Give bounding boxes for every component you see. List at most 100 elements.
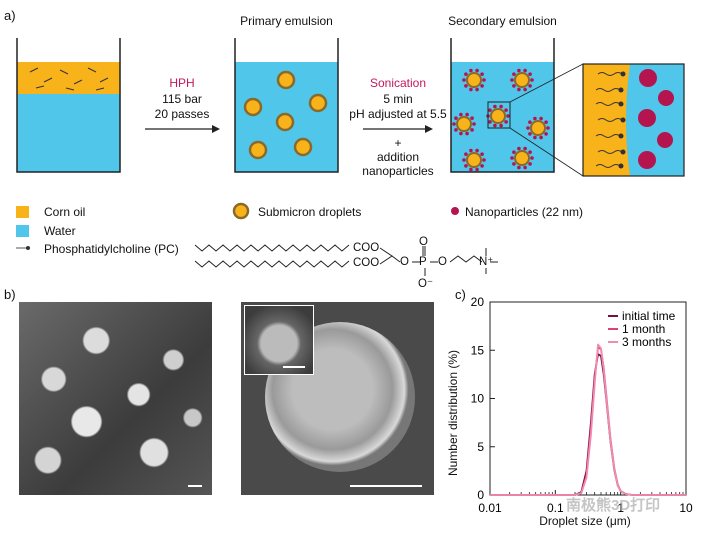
legend-swatch-nanoparticle (451, 207, 459, 215)
sem-image-single-droplet (241, 302, 434, 495)
surface-nanoparticle (462, 78, 466, 82)
legend-swatch-droplet (232, 202, 250, 220)
surface-nanoparticle (539, 135, 543, 140)
series-line-initial-time (490, 353, 686, 496)
surface-nanoparticle (480, 164, 484, 168)
fatty-chain-top (194, 244, 350, 252)
legend-droplets: Submicron droplets (258, 205, 362, 219)
surface-nanoparticle (499, 123, 503, 128)
surface-nanoparticle (506, 114, 510, 118)
coated-droplet (466, 72, 482, 88)
y-axis-label: Number distribution (%) (446, 349, 460, 477)
arrow-step1-head (212, 125, 220, 133)
surface-nanoparticle (510, 78, 514, 82)
x-axis-label: Droplet size (μm) (539, 514, 631, 528)
inset-pc-chains (595, 72, 623, 168)
surface-nanoparticle (510, 156, 514, 160)
surface-nanoparticle (528, 132, 532, 136)
surface-nanoparticle (526, 126, 530, 130)
step1-passes: 20 passes (154, 107, 210, 121)
legend-label: 3 months (622, 335, 671, 349)
surface-nanoparticle (523, 146, 527, 151)
y-tick-label: 10 (471, 392, 485, 406)
surface-nanoparticle (523, 68, 527, 73)
surface-nanoparticle (528, 72, 532, 76)
surface-nanoparticle (544, 132, 548, 136)
legend-label: 1 month (622, 322, 665, 336)
beaker-secondary-emulsion (450, 38, 584, 177)
step2-method: Sonication (369, 76, 427, 90)
inset-pc-heads (618, 71, 626, 169)
zoom-line-bottom (509, 127, 584, 177)
surface-nanoparticle (523, 165, 527, 170)
legend-nanoparticles: Nanoparticles (22 nm) (465, 205, 584, 219)
legend-label: initial time (622, 309, 676, 323)
surface-nanoparticle (469, 148, 473, 153)
step2-plus: + (394, 136, 402, 150)
surface-nanoparticle (465, 112, 469, 117)
pickering-droplets (452, 68, 550, 172)
surface-nanoparticle (459, 131, 463, 136)
ester-label-top: COO (353, 242, 380, 254)
surface-nanoparticle (464, 152, 468, 156)
arrow-step2-head (425, 125, 433, 133)
sem-inset (244, 305, 314, 375)
phosphorus-label: P (419, 256, 427, 268)
sem-image-droplets (19, 302, 212, 495)
legend-swatch-water (16, 225, 29, 237)
surface-nanoparticle (539, 116, 543, 121)
surface-nanoparticle (528, 150, 532, 154)
surface-nanoparticle (469, 68, 473, 73)
x-tick-label: 1 (617, 501, 624, 515)
watermark: 南极熊3D打印 (566, 497, 661, 514)
zoom-box (487, 101, 511, 129)
surface-nanoparticle (504, 108, 508, 112)
surface-nanoparticle (475, 148, 479, 153)
surface-nanoparticle (470, 128, 474, 132)
beaker-outline (234, 38, 339, 173)
surface-nanoparticle (517, 146, 521, 151)
oxygen-label-2: O (438, 256, 447, 268)
surface-nanoparticle (475, 167, 479, 172)
surface-nanoparticle (530, 156, 534, 160)
surface-nanoparticle (517, 165, 521, 170)
surface-nanoparticle (454, 128, 458, 132)
surface-nanoparticle (512, 72, 516, 76)
surface-nanoparticle (465, 131, 469, 136)
coated-droplet (530, 120, 546, 136)
surface-nanoparticle (459, 112, 463, 117)
surface-nanoparticle (528, 162, 532, 166)
panel-label-a: a) (4, 8, 16, 23)
beaker-primary-emulsion (234, 38, 339, 173)
y-axis-label-wrap: Number distribution (%) (433, 330, 473, 500)
surface-nanoparticle (470, 116, 474, 120)
fatty-chain-bottom (194, 260, 350, 268)
schematic-svg (16, 38, 685, 276)
surface-nanoparticle (523, 87, 527, 92)
surface-nanoparticle (530, 78, 534, 82)
surface-nanoparticle (480, 84, 484, 88)
surface-nanoparticle (544, 120, 548, 124)
surface-nanoparticle (546, 126, 550, 130)
inset-scale-bar (283, 366, 305, 368)
series-line-1-month (490, 346, 686, 496)
surface-nanoparticle (469, 87, 473, 92)
x-tick-label: 0.1 (547, 501, 564, 515)
scale-bar (350, 485, 422, 487)
beaker-oil-water (16, 38, 121, 173)
submicron-droplets (243, 70, 328, 160)
coated-droplet (514, 150, 530, 166)
coated-droplet (456, 116, 472, 132)
glycerol-backbone (379, 247, 393, 265)
coated-droplet (466, 152, 482, 168)
surface-nanoparticle (533, 135, 537, 140)
scale-bar (188, 485, 202, 487)
surface-nanoparticle (517, 68, 521, 73)
pc-molecule (194, 244, 498, 276)
y-tick-label: 5 (477, 440, 484, 454)
surface-nanoparticle (480, 152, 484, 156)
step2-nanoparticles: nanoparticles (362, 164, 434, 178)
primary-emulsion-title: Primary emulsion (240, 14, 333, 28)
